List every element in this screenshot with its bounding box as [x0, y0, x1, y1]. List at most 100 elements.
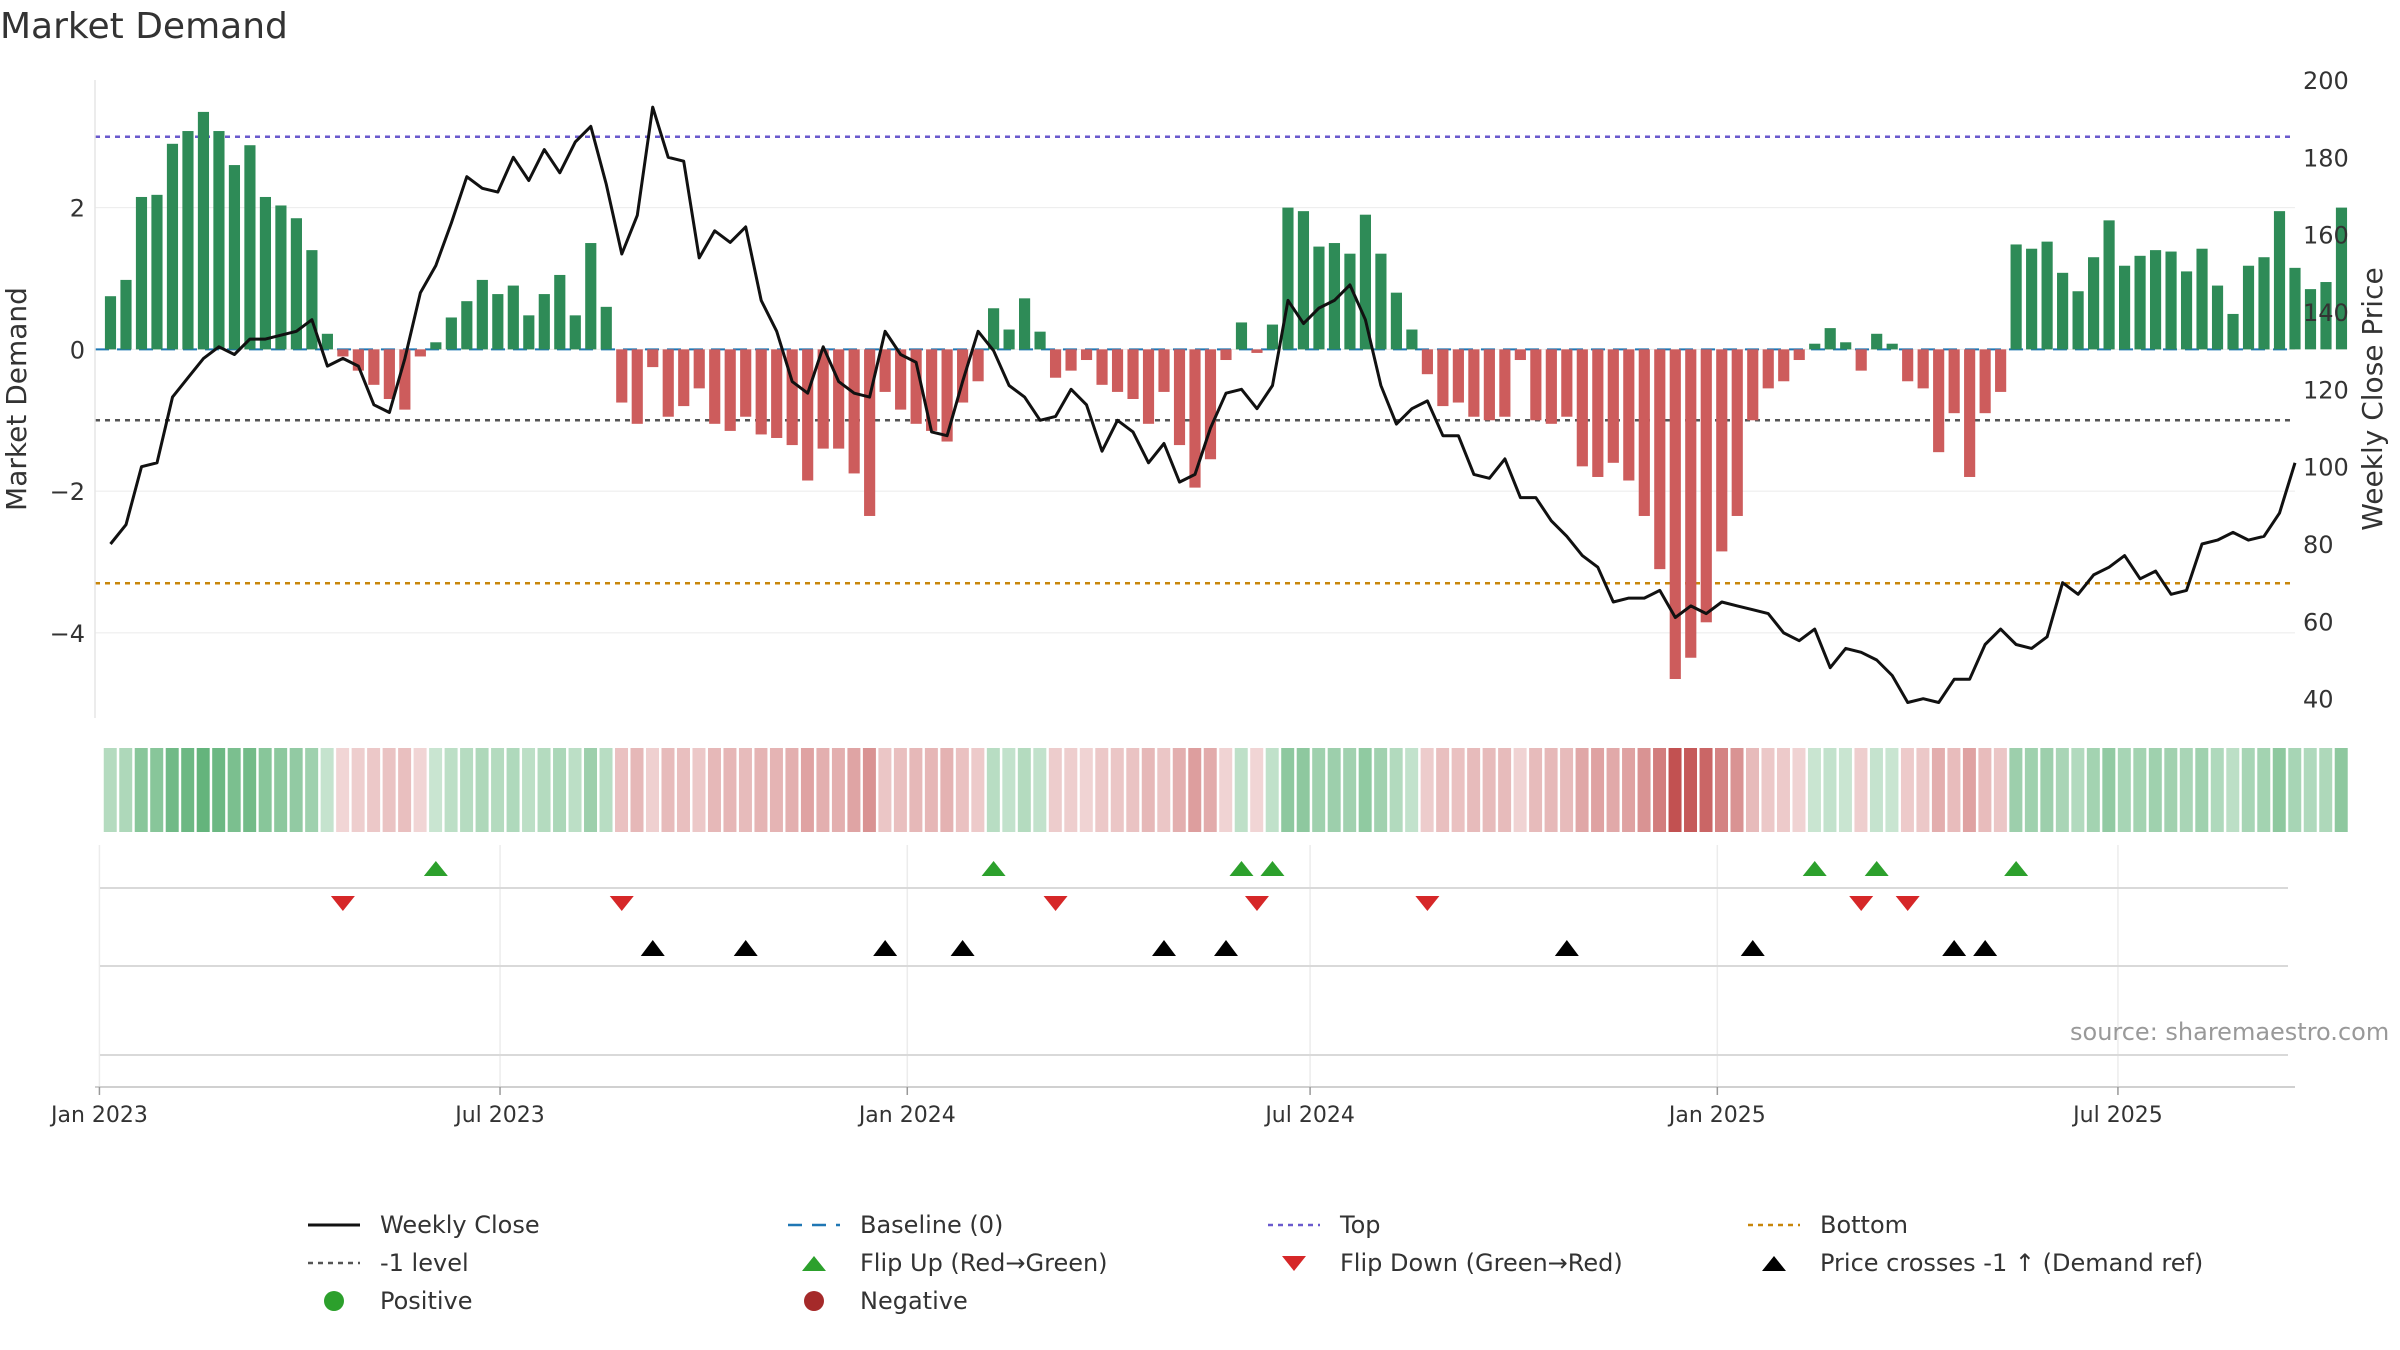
left-tick-label: 2	[70, 195, 85, 223]
demand-bar	[135, 196, 148, 350]
heat-cell	[723, 748, 737, 832]
heat-cell	[1885, 748, 1899, 832]
legend-label: Baseline (0)	[860, 1211, 1004, 1239]
demand-bar	[1034, 331, 1046, 350]
heat-cell	[1482, 748, 1496, 832]
demand-bar	[2010, 244, 2022, 350]
demand-bar	[1344, 253, 1356, 350]
heat-cell	[1219, 748, 1233, 832]
heat-cell	[1451, 748, 1465, 832]
demand-bar	[2211, 285, 2224, 350]
demand-bar	[569, 315, 581, 350]
flip-down-marker	[1415, 896, 1440, 911]
heat-cell	[831, 748, 845, 832]
heat-cell	[1684, 748, 1698, 832]
right-tick-label: 200	[2303, 67, 2349, 95]
demand-bar	[1390, 292, 1402, 350]
heat-cell	[1467, 748, 1481, 832]
heat-cell	[336, 748, 350, 832]
flip-up-marker	[981, 861, 1006, 876]
demand-bar	[1747, 349, 1759, 421]
heat-cell	[1838, 748, 1852, 832]
heat-cell	[785, 748, 799, 832]
heat-cell	[800, 748, 814, 832]
heat-cell	[382, 748, 396, 832]
heat-cell	[568, 748, 582, 832]
demand-bar	[988, 308, 1000, 350]
demand-bar	[492, 294, 504, 350]
demand-bar	[538, 294, 550, 350]
demand-bar	[1375, 253, 1387, 350]
demand-bar	[1762, 349, 1774, 389]
left-tick-label: −4	[50, 620, 85, 648]
x-tick-label: Jul 2025	[2071, 1103, 2163, 1128]
legend-symbol	[1268, 1223, 1320, 1227]
heat-cell	[212, 748, 226, 832]
legend-label: Weekly Close	[380, 1211, 540, 1239]
legend-item: Positive	[300, 1286, 473, 1316]
price-cross-marker	[1942, 940, 1967, 956]
demand-bar	[1266, 324, 1279, 350]
legend-item: Bottom	[1740, 1210, 1908, 1240]
demand-bar	[120, 279, 132, 350]
demand-bar	[755, 349, 767, 435]
demand-bar	[2103, 220, 2115, 350]
legend-item: Flip Down (Green→Red)	[1260, 1248, 1623, 1278]
heat-cell	[1869, 748, 1883, 832]
demand-bar	[2149, 250, 2162, 350]
heat-cell	[692, 748, 706, 832]
heat-cell	[506, 748, 520, 832]
heat-cell	[1947, 748, 1961, 832]
demand-bar	[1995, 349, 2007, 392]
demand-bar	[848, 349, 860, 474]
x-tick-label: Jan 2023	[49, 1103, 148, 1128]
demand-bar	[1654, 349, 1666, 570]
flip-up-marker	[1802, 861, 1827, 876]
price-cross-marker	[1152, 940, 1177, 956]
heat-cell	[150, 748, 164, 832]
demand-bar	[786, 349, 798, 446]
demand-bar	[2041, 241, 2053, 350]
demand-bar	[879, 349, 891, 392]
heat-cell	[305, 748, 319, 832]
heat-cell	[1653, 748, 1667, 832]
demand-bar	[1142, 349, 1155, 424]
heat-cell	[986, 748, 1000, 832]
heat-cell	[398, 748, 412, 832]
legend-label: Flip Down (Green→Red)	[1340, 1249, 1623, 1277]
legend-symbol	[1282, 1256, 1306, 1271]
heat-cell	[2179, 748, 2193, 832]
heat-cell	[2009, 748, 2023, 832]
heat-cell	[1916, 748, 1930, 832]
demand-bars	[104, 111, 2348, 680]
right-axis-title: Weekly Close Price	[2356, 267, 2389, 530]
heat-cell	[1715, 748, 1729, 832]
demand-bar	[523, 315, 535, 350]
heat-cell	[584, 748, 598, 832]
legend-label: Flip Up (Red→Green)	[860, 1249, 1108, 1277]
heat-cell	[460, 748, 474, 832]
heat-cell	[893, 748, 907, 832]
heat-cell	[1823, 748, 1837, 832]
heat-strip	[103, 748, 2348, 832]
heat-cell	[1978, 748, 1992, 832]
demand-bar	[2165, 251, 2177, 350]
demand-bar	[182, 131, 194, 350]
heat-cell	[2040, 748, 2054, 832]
legend-item: Top	[1260, 1210, 1381, 1240]
demand-bar	[771, 349, 783, 438]
heat-cell	[615, 748, 629, 832]
heat-cell	[1962, 748, 1976, 832]
heat-cell	[1900, 748, 1914, 832]
heat-cell	[754, 748, 768, 832]
chart-title: Market Demand	[0, 6, 288, 47]
demand-bar	[1359, 214, 1371, 350]
price-cross-marker	[873, 940, 898, 956]
demand-bar	[290, 218, 302, 350]
demand-bar	[244, 145, 256, 350]
demand-bar	[1406, 329, 1418, 350]
demand-bar	[1700, 349, 1712, 623]
heat-cell	[429, 748, 443, 832]
legend-triangle-up-icon	[1762, 1256, 1786, 1271]
legend-symbol	[308, 1261, 360, 1265]
